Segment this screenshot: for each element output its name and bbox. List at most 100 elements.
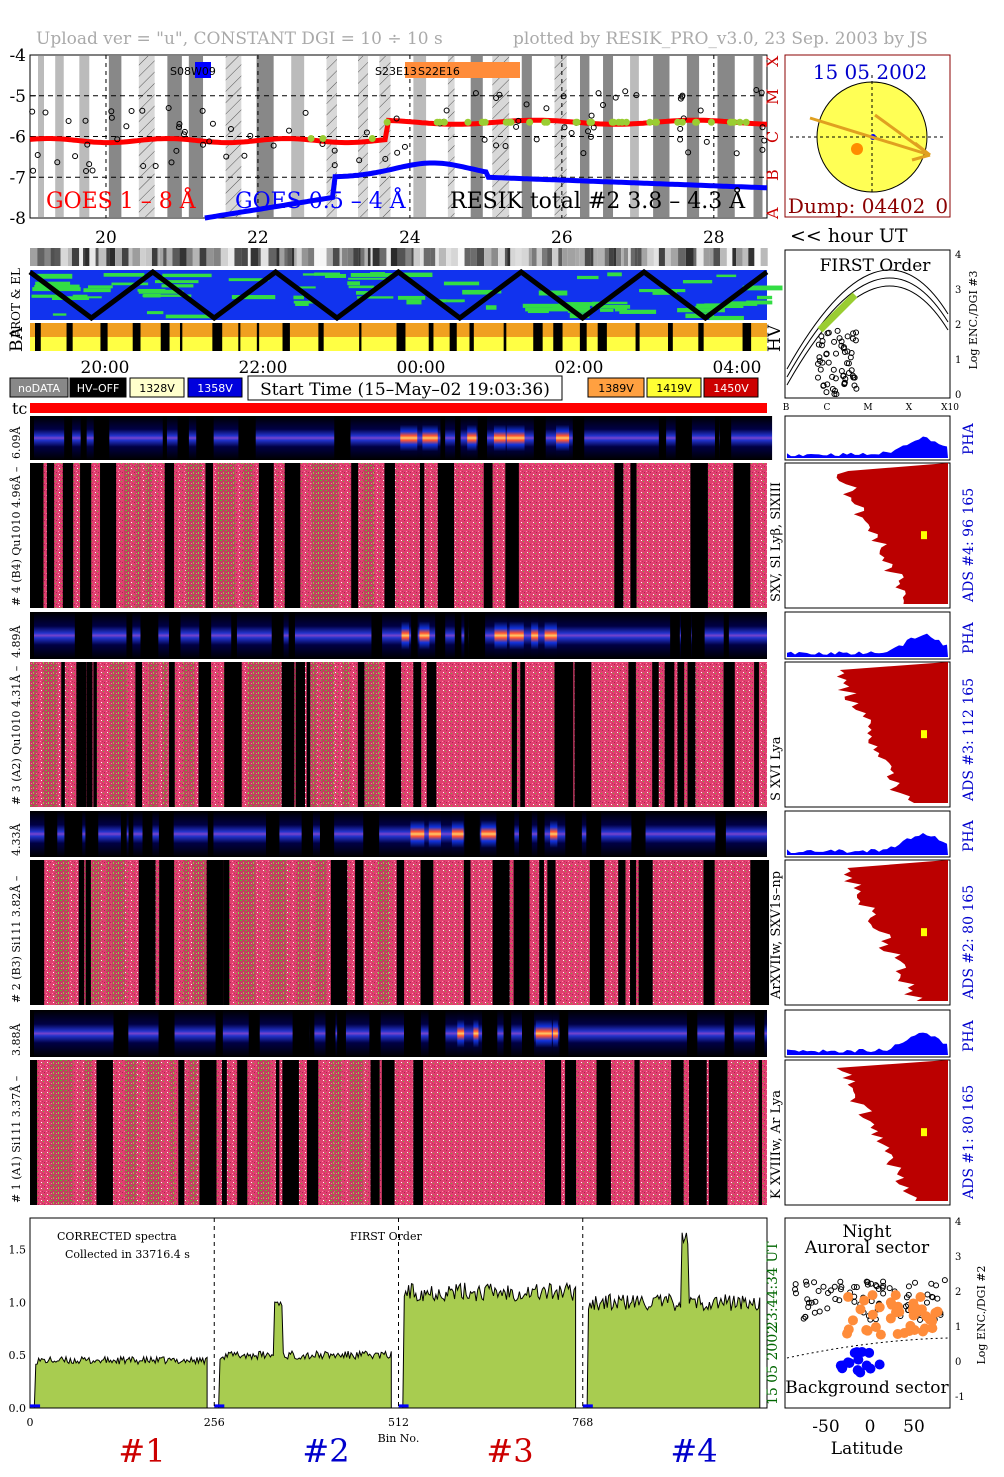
first-order-ytick: 0 <box>955 390 961 401</box>
latitude-point <box>905 1283 912 1290</box>
orbit-green <box>607 272 622 277</box>
resik-point <box>363 129 370 136</box>
orbit-green <box>302 273 317 276</box>
strip-cell <box>367 248 371 266</box>
pha-column <box>248 1010 260 1057</box>
resik-point <box>29 108 36 115</box>
time-tick: 00:00 <box>397 358 446 378</box>
resik-point <box>753 87 760 94</box>
strip-cell <box>157 248 160 266</box>
ba-gap <box>66 323 73 351</box>
legend-goes-long: GOES 1 – 8 Å <box>46 186 197 214</box>
first-order-point <box>838 367 845 374</box>
goes-xtick: 26 <box>551 228 573 248</box>
strip-cell <box>507 248 511 266</box>
latitude-ytick: 4 <box>955 1217 961 1228</box>
resik-point <box>54 159 61 166</box>
latitude-point <box>792 1290 799 1297</box>
ba-gap <box>579 323 587 351</box>
first-order-point <box>845 360 852 367</box>
pha-column <box>350 612 360 659</box>
resik-green-point <box>433 118 441 126</box>
spectrum-xtick: 512 <box>388 1416 409 1429</box>
resik-point <box>759 124 766 131</box>
pha-column <box>186 612 197 659</box>
first-order-point <box>833 350 840 357</box>
adc-gap <box>463 860 471 1005</box>
adc-gap <box>554 662 574 807</box>
strip-cell <box>536 248 542 266</box>
strip-cell <box>291 248 295 266</box>
first-order-point <box>849 335 856 342</box>
resik-point <box>561 124 568 131</box>
pha-column <box>93 416 110 460</box>
strip-cell <box>515 248 522 266</box>
ads-label: ADS #1: 80 165 <box>961 1085 977 1200</box>
strip-cell <box>754 248 761 266</box>
latitude-point <box>820 1283 827 1290</box>
orbit-green <box>52 297 90 301</box>
hv-legend-label: 1389V <box>598 382 634 395</box>
resik-point <box>394 149 401 156</box>
adc-gap <box>589 860 605 1005</box>
spectrum-segment-4 <box>586 1232 761 1409</box>
strip-cell <box>491 248 499 266</box>
adc-gap <box>574 662 592 807</box>
orbit-green <box>103 273 145 277</box>
adc-gap <box>628 662 636 807</box>
orbit-green <box>142 294 192 297</box>
first-order-point <box>831 391 838 398</box>
strip-cell <box>98 248 107 266</box>
strip-cell <box>464 248 471 266</box>
strip-cell <box>430 248 436 266</box>
resik-point <box>599 102 606 109</box>
pha-column <box>385 612 391 659</box>
strip-cell <box>670 248 679 266</box>
latitude-point <box>917 1316 924 1323</box>
orbit-green <box>293 295 304 300</box>
resik-point <box>496 91 503 98</box>
strip-cell <box>60 248 68 266</box>
strip-cell <box>319 248 327 266</box>
goes-ytick: -4 <box>9 46 26 66</box>
first-order-point <box>830 366 837 373</box>
resik-point <box>679 92 686 99</box>
first-order-title: FIRST Order <box>820 256 932 276</box>
orbit-green <box>161 284 194 288</box>
strip-cell <box>50 248 55 266</box>
resik-point <box>89 167 96 174</box>
resik-point <box>382 155 389 162</box>
resik-point <box>356 157 363 164</box>
pha-column <box>699 1010 707 1057</box>
first-order-point <box>823 350 830 357</box>
side-line-label: SXV, Sl Lyβ, SlXIII <box>769 482 784 602</box>
pha-column <box>533 416 546 460</box>
adc-gap <box>419 463 425 608</box>
latitude-point <box>824 1305 831 1312</box>
pha-column <box>457 1010 465 1057</box>
side-line-label: ArXVIIw, SXV1s–np <box>769 871 784 1000</box>
ba-gap <box>533 323 543 351</box>
resik-green-point <box>707 118 715 126</box>
resik-point <box>331 162 338 169</box>
legend-goes-short: GOES 0.5 – 4 Å <box>235 186 407 214</box>
first-order-ytick: 3 <box>955 285 961 296</box>
time-tick: 02:00 <box>555 358 604 378</box>
adc-left-label: # 1 (A1) Si111 3.37Å – <box>9 1075 23 1203</box>
first-order-xtick: X <box>906 403 913 413</box>
orbit-green <box>577 275 599 280</box>
pha-column <box>67 1010 75 1057</box>
first-order-ytick: 1 <box>955 355 961 366</box>
tc-label: tc <box>12 399 27 418</box>
pha-column <box>319 811 335 857</box>
latitude-xlabel: Latitude <box>831 1439 903 1459</box>
pha-column <box>110 416 118 460</box>
adc-gap <box>634 1060 640 1205</box>
adc-column <box>297 860 310 1005</box>
pha-column <box>708 1010 720 1057</box>
adc-column <box>146 1060 161 1205</box>
pha-column <box>537 811 545 857</box>
pha-column <box>215 1010 223 1057</box>
eclipse-band <box>579 56 590 217</box>
adc-gap <box>413 662 422 807</box>
